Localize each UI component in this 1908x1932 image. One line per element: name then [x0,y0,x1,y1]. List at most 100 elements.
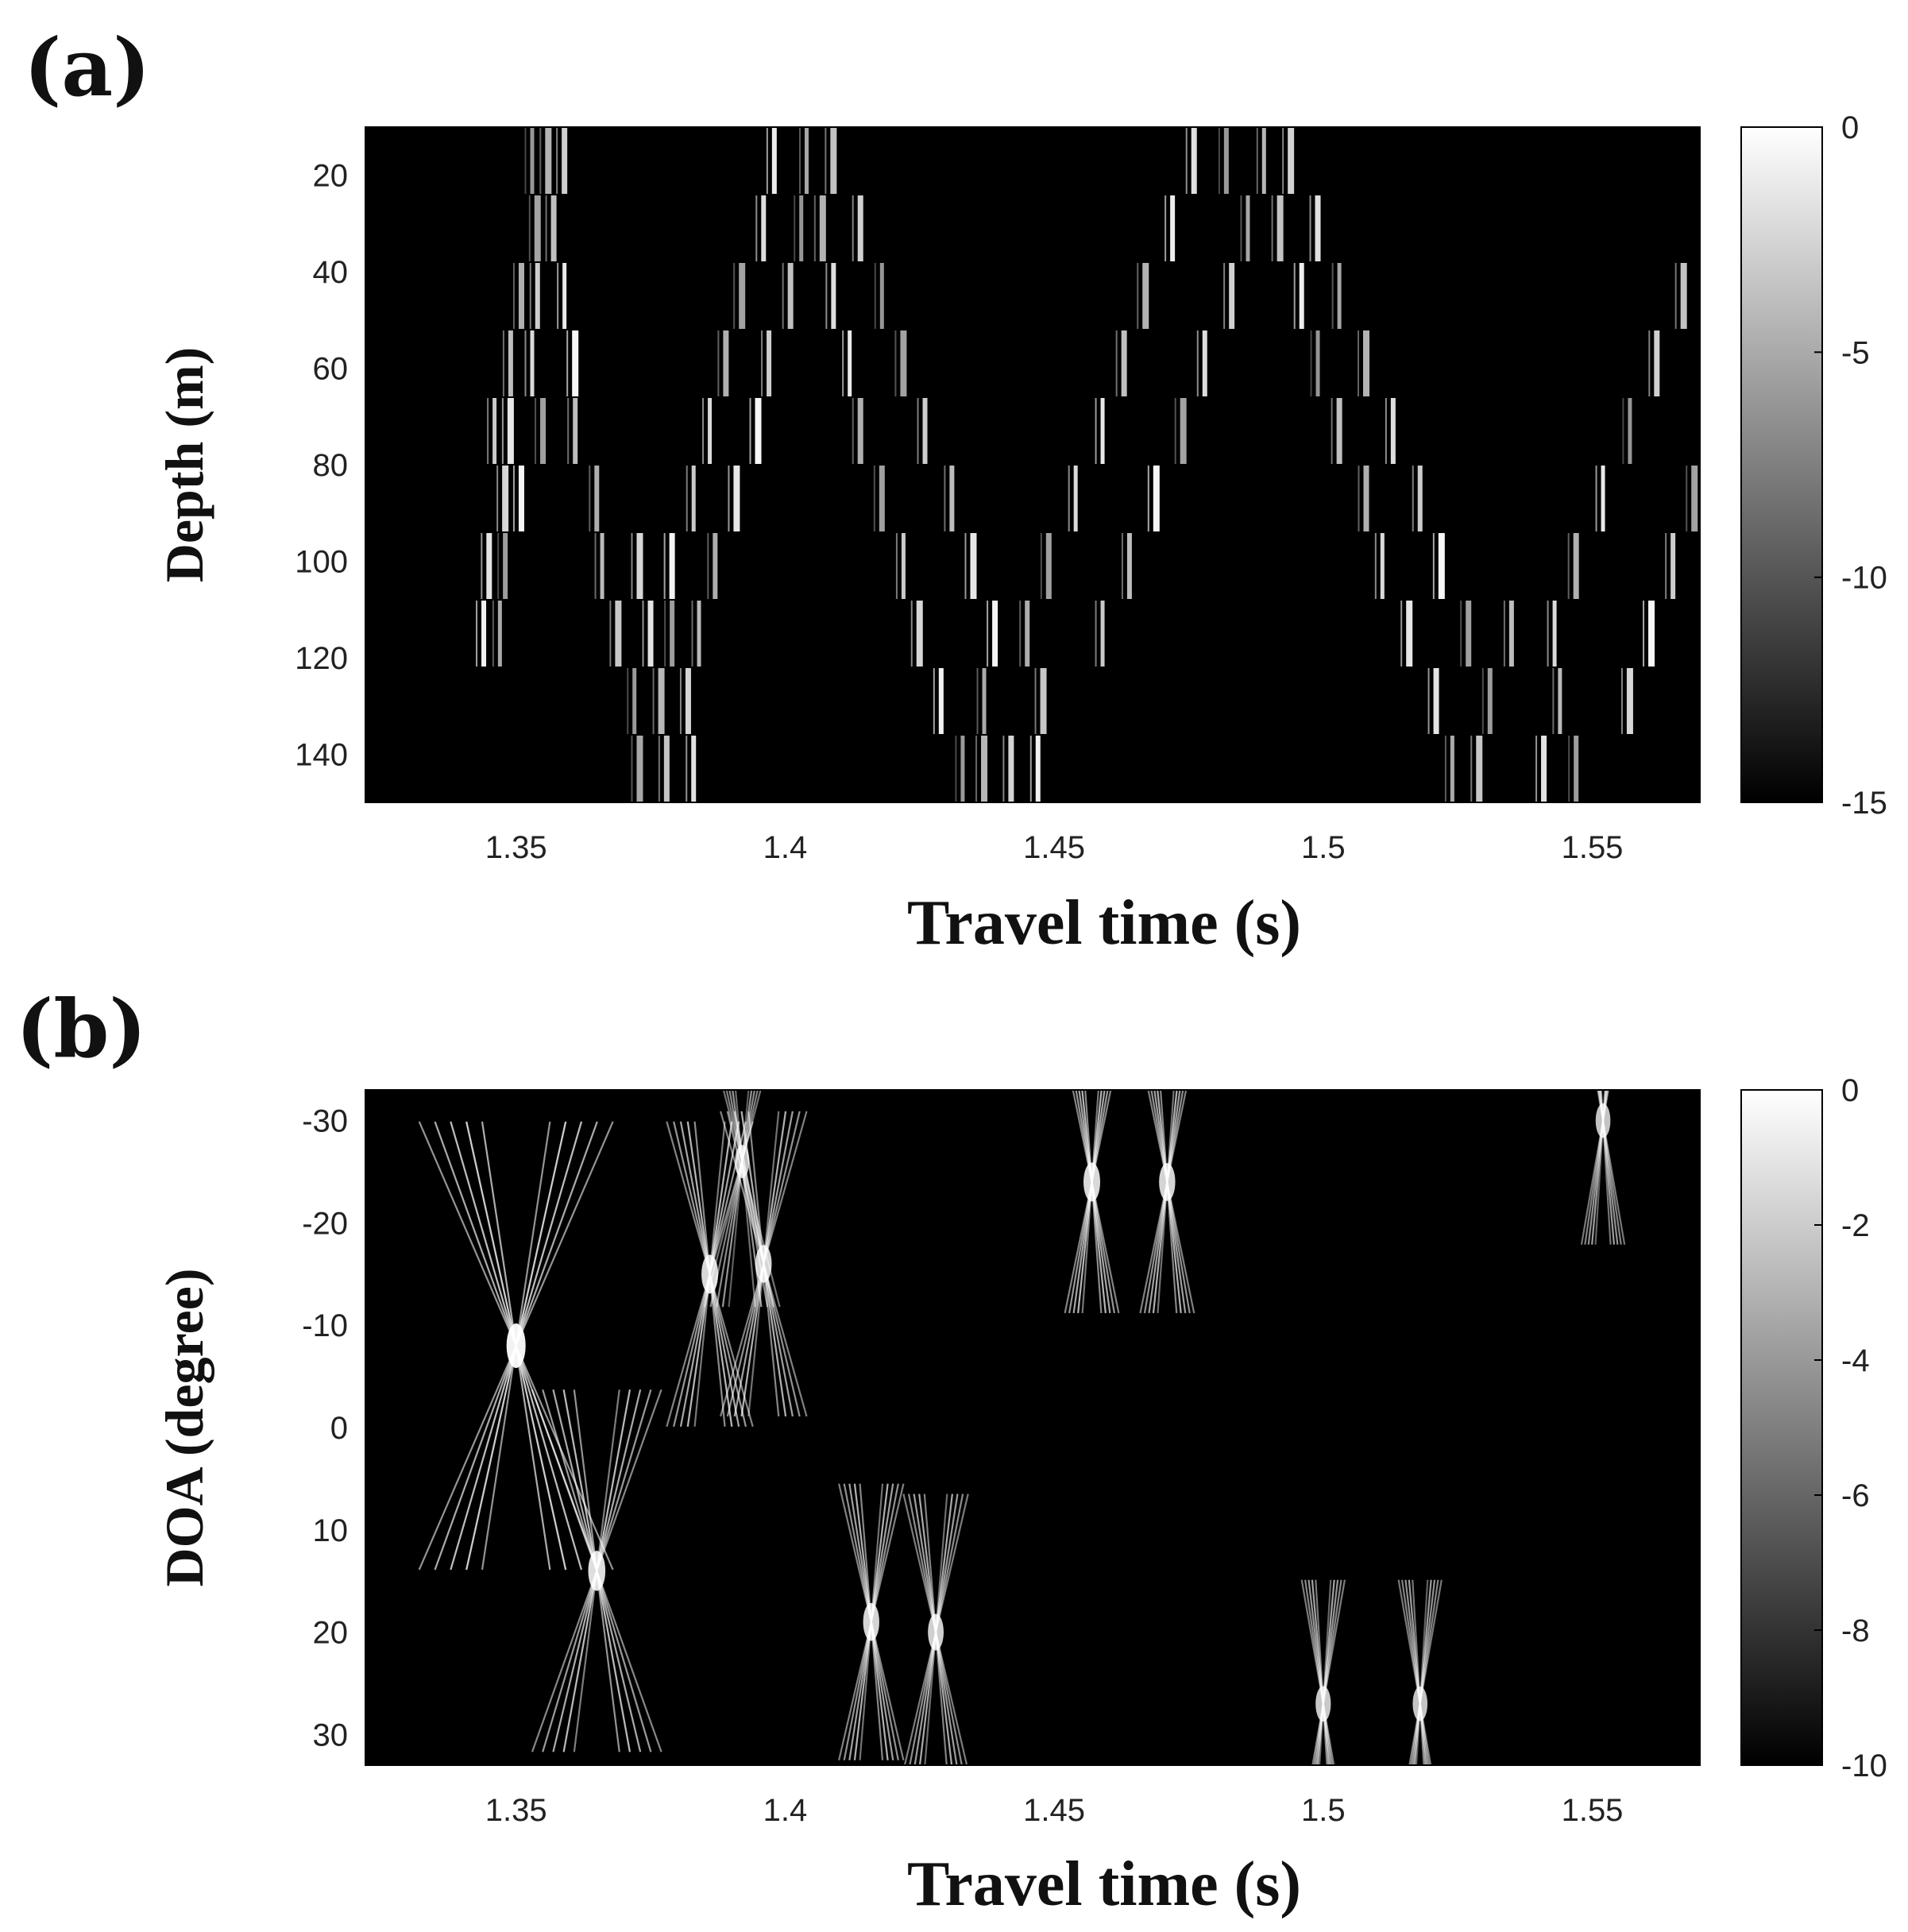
y-tick-label: 20 [313,159,349,194]
arrival-stripe-faint [594,533,597,599]
arrival-stripe [1433,668,1439,734]
arrival-stripe [830,128,837,194]
arrival-stripe [1628,398,1632,464]
x-tick-label: 1.5 [1301,1793,1346,1828]
arrival-stripe [1487,668,1493,734]
arrival-stripe-faint [1331,398,1333,464]
arrival-stripe-faint [686,736,688,802]
arrival-stripe [691,736,697,802]
arrival-stripe [1142,263,1149,329]
arrival-stripe [1438,533,1445,599]
arrival-stripe-faint [481,533,483,599]
arrival-stripe-faint [707,533,709,599]
y-tick-label: -10 [302,1308,348,1343]
arrival-stripe-faint [964,533,967,599]
arrival-stripe [1299,263,1304,329]
arrival-stripe-faint [874,263,876,329]
arrival-stripe [481,601,487,667]
arrival-stripe [518,466,524,531]
arrival-stripe [799,195,804,261]
arrival-stripe-faint [539,128,542,194]
arrival-stripe [1100,601,1105,667]
arrival-stripe [594,466,600,531]
arrival-stripe-faint [1444,736,1446,802]
arrival-stripe-faint [1552,668,1555,734]
arrival-stripe [1363,466,1369,531]
arrival-stripe-faint [1223,263,1226,329]
arrival-stripe [1261,128,1266,194]
arrival-stripe [1040,668,1047,734]
arrival-stripe-faint [476,601,478,667]
doa-focal-peak [1595,1103,1611,1138]
arrival-stripe-faint [487,398,489,464]
arrival-stripe-faint [717,330,720,396]
arrival-stripe [1601,466,1605,531]
arrival-stripe-faint [556,128,558,194]
arrival-stripe-faint [1218,128,1220,194]
arrival-stripe [632,668,637,734]
panel-b-heatmap [418,1090,1626,1765]
arrival-stripe [1246,195,1250,261]
arrival-stripe [670,601,675,667]
arrival-stripe-faint [1115,330,1118,396]
arrival-stripe-faint [976,668,979,734]
arrival-stripe-faint [1164,195,1167,261]
arrival-stripe [938,668,944,734]
arrival-stripe [992,601,998,667]
arrival-stripe [916,601,923,667]
doa-focal-peak [1083,1162,1101,1202]
arrival-stripe [615,601,622,667]
arrival-stripe-faint [917,398,919,464]
arrival-stripe-faint [557,263,559,329]
arrival-stripe-faint [1002,736,1005,802]
arrival-stripe-faint [1503,601,1505,667]
arrival-stripe-faint [798,128,801,194]
arrival-stripe-faint [1412,466,1414,531]
arrival-stripe [540,398,547,464]
arrival-stripe-faint [1137,263,1139,329]
panel-a-x-axis-label: Travel time (s) [907,888,1301,958]
arrival-stripe-faint [1535,736,1538,802]
arrival-stripe-faint [842,330,844,396]
arrival-stripe [1541,736,1547,802]
arrival-stripe-faint [794,195,796,261]
arrival-stripe-faint [852,398,854,464]
y-tick-label: 80 [313,448,349,483]
doa-focal-peak [755,1245,772,1283]
panel-a-heatmap [476,128,1698,802]
arrival-stripe [1680,263,1687,329]
arrival-stripe [1073,466,1078,531]
arrival-stripe [949,466,955,531]
arrival-stripe-faint [679,668,682,734]
arrival-stripe [502,466,509,531]
y-tick-label: 120 [295,641,348,676]
arrival-stripe [733,466,740,531]
panel-a: (a) 20 40 60 80 100 120 140 1.35 1.4 1.45 1.5 1.55… [24,21,1887,958]
panel-a-y-ticks: 20 40 60 80 100 120 140 [295,159,373,772]
arrival-stripe-faint [609,601,612,667]
arrival-stripe [1574,736,1579,802]
colorbar-tick-label: 0 [1841,110,1859,145]
arrival-stripe [879,263,884,329]
y-tick-label: 20 [313,1616,349,1651]
doa-focal-peak [1159,1163,1176,1201]
arrival-stripe [545,128,552,194]
arrival-stripe [1670,533,1676,599]
arrival-stripe-faint [658,736,660,802]
arrival-stripe-faint [589,466,591,531]
arrival-stripe [530,330,535,396]
arrival-stripe [1337,263,1342,329]
arrival-stripe-faint [1358,330,1359,396]
x-tick-label: 1.55 [1562,1793,1624,1828]
arrival-stripe [857,195,863,261]
arrival-stripe [787,263,794,329]
arrival-stripe-faint [545,195,547,261]
arrival-stripe-faint [782,263,784,329]
arrival-stripe-faint [524,330,527,396]
arrival-stripe-faint [761,330,763,396]
y-tick-label: 140 [295,737,348,772]
arrival-stripe [1450,736,1454,802]
arrival-stripe [970,533,977,599]
arrival-stripe [900,330,907,396]
arrival-stripe-faint [1432,533,1435,599]
